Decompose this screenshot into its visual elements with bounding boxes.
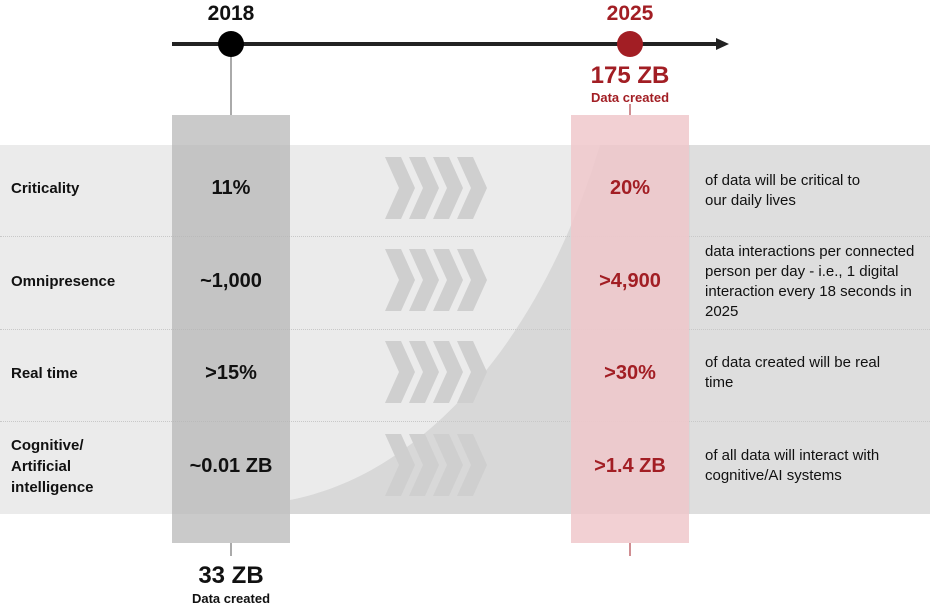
value-2025-cognitive-ai: >1.4 ZB	[594, 455, 666, 477]
value-2025-real-time: >30%	[604, 362, 656, 384]
amount-2018: 33 ZB	[198, 562, 264, 589]
desc-real-time: of data created will be real time	[705, 354, 881, 391]
chevron-right-icon	[385, 157, 487, 219]
value-2018-cognitive-ai: ~0.01 ZB	[189, 455, 273, 477]
chevron-right-icon	[385, 434, 487, 496]
desc-omnipresence: data interactions per connected person p…	[705, 243, 915, 320]
row-divider	[0, 329, 930, 330]
value-2025-omnipresence: >4,900	[599, 270, 661, 292]
caption-2025: Data created	[590, 90, 670, 105]
year-2018: 2018	[207, 2, 255, 25]
arrow-head-icon	[716, 38, 729, 50]
amount-2025: 175 ZB	[590, 62, 670, 89]
chevrons	[385, 157, 487, 496]
row-label-criticality: Criticality	[11, 180, 80, 197]
chevron-right-icon	[385, 341, 487, 403]
value-2025-criticality: 20%	[609, 177, 651, 199]
dot-2025	[617, 31, 643, 57]
row-label-cognitive-ai: Cognitive/ Artificial intelligence	[11, 437, 94, 496]
desc-cognitive-ai: of all data will interact with cognitive…	[705, 447, 880, 484]
year-2025: 2025	[606, 2, 654, 25]
dot-2018	[218, 31, 244, 57]
column-2025	[571, 115, 689, 543]
chevron-right-icon	[385, 249, 487, 311]
desc-criticality: of data will be critical to our daily li…	[705, 172, 861, 209]
value-2018-criticality: 11%	[211, 177, 251, 199]
value-2018-real-time: >15%	[205, 362, 257, 384]
row-label-real-time: Real time	[11, 365, 78, 382]
caption-2018: Data created	[191, 591, 271, 606]
row-divider	[0, 421, 930, 422]
value-2018-omnipresence: ~1,000	[200, 270, 262, 292]
column-2018	[172, 115, 290, 543]
row-label-omnipresence: Omnipresence	[11, 273, 116, 290]
row-divider	[0, 236, 930, 237]
